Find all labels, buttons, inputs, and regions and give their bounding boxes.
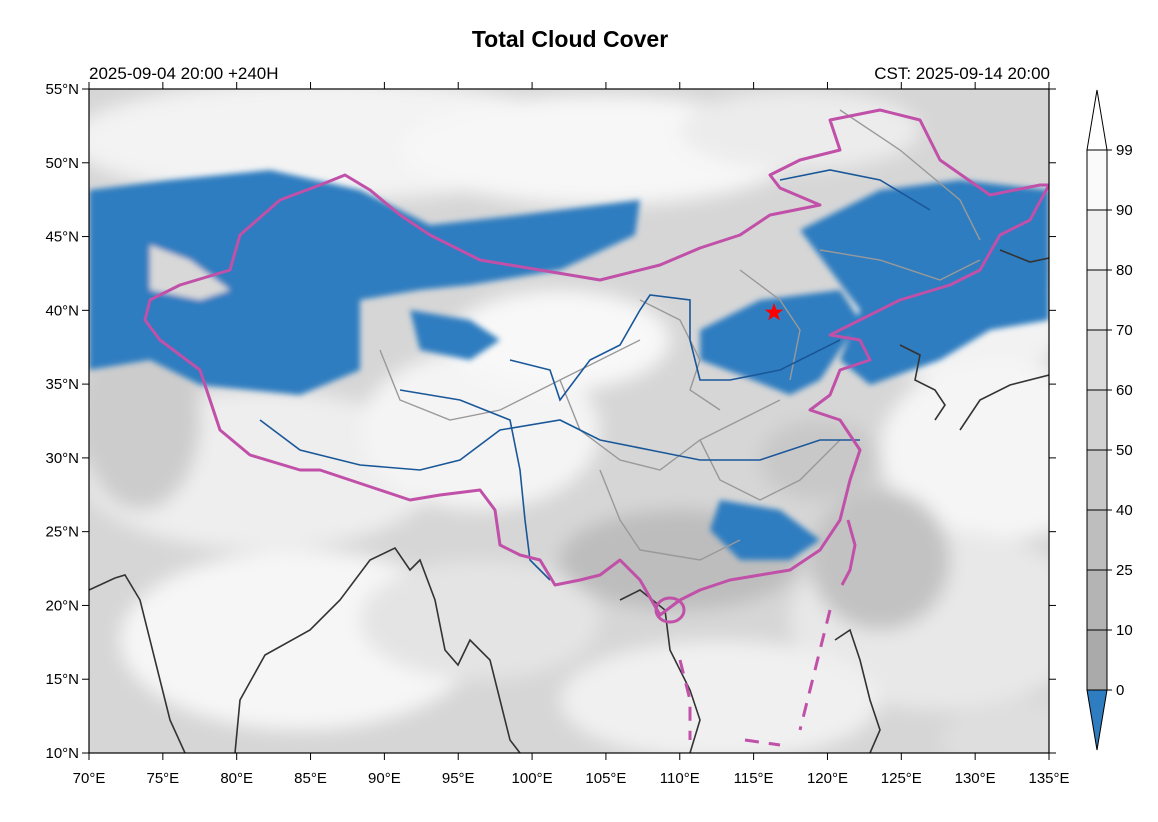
lat-tick-label: 35°N — [45, 376, 79, 393]
province-lines — [379, 109, 981, 561]
lat-tick-label: 15°N — [45, 671, 79, 688]
lon-tick-label: 100°E — [512, 770, 553, 787]
lon-tick-label: 75°E — [146, 770, 179, 787]
colorbar-label: 25 — [1116, 562, 1133, 579]
map-area — [89, 89, 1049, 753]
lon-tick-label: 130°E — [955, 770, 996, 787]
colorbar: 99 90 80 70 60 50 40 25 10 0 — [1086, 89, 1133, 751]
colorbar-label: 60 — [1116, 382, 1133, 399]
lon-tick-label: 80°E — [220, 770, 253, 787]
init-time-label: 2025-09-04 20:00 +240H — [89, 64, 279, 83]
colorbar-label: 0 — [1116, 682, 1124, 699]
lat-tick-label: 10°N — [45, 745, 79, 762]
colorbar-box — [1086, 269, 1108, 331]
lat-tick-label: 45°N — [45, 229, 79, 246]
taiwan-outline — [840, 519, 857, 586]
lat-tick-label: 40°N — [45, 302, 79, 319]
coastline — [89, 249, 1049, 753]
lon-tick-label: 110°E — [660, 770, 700, 787]
lat-tick-label: 50°N — [45, 155, 79, 172]
lon-tick-label: 95°E — [442, 770, 475, 787]
colorbar-box — [1086, 329, 1108, 391]
colorbar-label: 10 — [1116, 622, 1133, 639]
hainan-outline — [654, 596, 686, 624]
lat-tick-label: 55°N — [45, 81, 79, 98]
colorbar-label: 80 — [1116, 262, 1133, 279]
plot-frame — [88, 88, 1050, 754]
colorbar-box — [1086, 509, 1108, 571]
colorbar-box — [1086, 449, 1108, 511]
colorbar-box — [1086, 569, 1108, 631]
lon-tick-label: 105°E — [585, 770, 626, 787]
colorbar-label: 90 — [1116, 202, 1133, 219]
china-border — [143, 108, 1049, 617]
colorbar-box — [1086, 629, 1108, 691]
colorbar-over-triangle — [1086, 89, 1108, 151]
colorbar-label: 50 — [1116, 442, 1133, 459]
lon-tick-label: 120°E — [807, 770, 848, 787]
colorbar-under-triangle — [1086, 689, 1108, 751]
longitude-axis: 70°E 75°E 80°E 85°E 90°E 95°E 100°E 105°E 110°E 1… — [73, 82, 1070, 787]
colorbar-box — [1086, 389, 1108, 451]
lon-tick-label: 90°E — [368, 770, 401, 787]
rivers — [259, 169, 931, 581]
clear-sky-regions — [89, 170, 1049, 560]
colorbar-box — [1086, 149, 1108, 211]
colorbar-box — [1086, 209, 1108, 271]
red-star-marker — [764, 303, 784, 321]
lat-tick-label: 25°N — [45, 524, 79, 541]
lon-tick-label: 135°E — [1028, 770, 1069, 787]
lon-tick-label: 115°E — [734, 770, 774, 787]
lat-tick-label: 30°N — [45, 450, 79, 467]
colorbar-label: 99 — [1116, 142, 1133, 159]
colorbar-label: 70 — [1116, 322, 1133, 339]
nine-dash-line — [678, 609, 832, 747]
latitude-axis: 55°N 50°N 45°N 40°N 35°N 30°N 25°N 20°N 15°N 10°N — [45, 81, 1056, 762]
valid-time-label: CST: 2025-09-14 20:00 — [874, 64, 1050, 83]
lon-tick-label: 85°E — [294, 770, 327, 787]
lon-tick-label: 125°E — [881, 770, 922, 787]
lat-tick-label: 20°N — [45, 597, 79, 614]
lon-tick-label: 70°E — [73, 770, 106, 787]
colorbar-label: 40 — [1116, 502, 1133, 519]
chart-title: Total Cloud Cover — [471, 26, 669, 52]
